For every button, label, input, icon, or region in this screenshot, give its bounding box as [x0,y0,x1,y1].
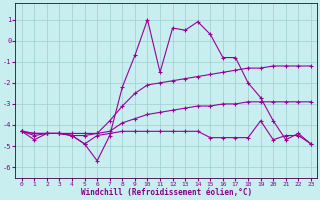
X-axis label: Windchill (Refroidissement éolien,°C): Windchill (Refroidissement éolien,°C) [81,188,252,197]
